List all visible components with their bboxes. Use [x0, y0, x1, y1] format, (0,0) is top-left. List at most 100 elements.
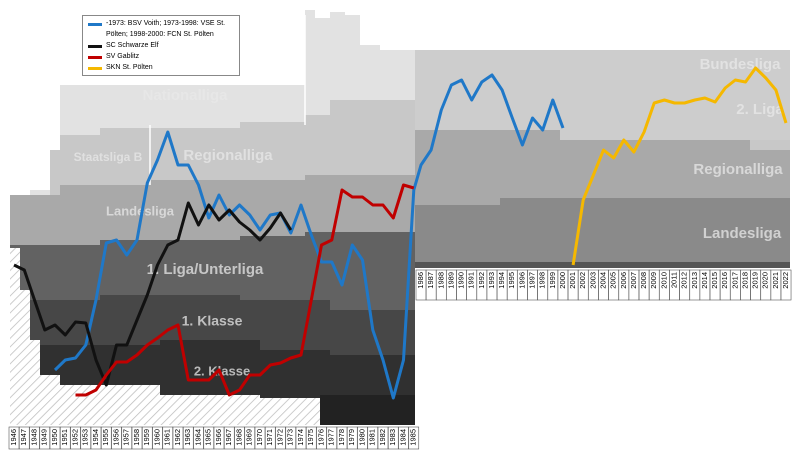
x-tick-label: 2013	[690, 272, 699, 289]
x-tick-label: 1990	[457, 272, 466, 289]
x-tick-label: 2022	[781, 272, 790, 289]
x-tick-label: 1988	[436, 272, 445, 289]
x-tick-label: 1994	[497, 272, 506, 289]
x-tick-label: 1955	[101, 429, 110, 446]
x-tick-label: 2004	[599, 272, 608, 289]
series-line	[53, 73, 565, 400]
series-line	[571, 66, 788, 266]
x-tick-label: 1951	[60, 429, 69, 446]
x-tick-label: 2002	[578, 272, 587, 289]
x-tick-label: 2008	[639, 272, 648, 289]
x-tick-label: 1993	[487, 272, 496, 289]
x-tick-label: 1970	[255, 429, 264, 446]
x-tick-label: 1998	[538, 272, 547, 289]
x-tick-label: 1971	[265, 429, 274, 446]
x-tick-label: 2007	[629, 272, 638, 289]
legend-swatch	[88, 23, 102, 26]
x-tick-label: 2011	[669, 272, 678, 288]
x-tick-label: 1989	[446, 272, 455, 289]
x-tick-label: 1984	[398, 429, 407, 446]
x-tick-label: 1975	[306, 429, 315, 446]
x-tick-label: 2012	[680, 272, 689, 289]
band-label: Regionalliga	[183, 147, 273, 164]
x-tick-label: 1953	[81, 429, 90, 446]
x-tick-label: 1982	[378, 429, 387, 446]
x-tick-label: 1950	[50, 429, 59, 446]
x-tick-label: 2018	[740, 272, 749, 289]
x-tick-label: 2010	[659, 272, 668, 289]
series-line	[75, 183, 415, 397]
band-label: 2. Liga	[736, 101, 784, 118]
x-tick-label: 2014	[700, 272, 709, 289]
x-tick-label: 1991	[467, 272, 476, 289]
legend: -1973: BSV Voith; 1973-1998: VSE St. Pöl…	[82, 15, 240, 76]
x-tick-label: 1997	[528, 272, 537, 289]
legend-label: SKN St. Pölten	[106, 64, 153, 71]
x-tick-label: 2021	[771, 272, 780, 289]
x-tick-label: 1960	[152, 429, 161, 446]
x-tick-label: 1946	[9, 429, 18, 446]
x-tick-label: 2017	[730, 272, 739, 289]
x-tick-label: 2009	[649, 272, 658, 289]
x-tick-label: 1947	[19, 429, 28, 446]
x-tick-label: 1954	[91, 429, 100, 446]
x-tick-label: 1995	[507, 272, 516, 289]
legend-entry: -1973: BSV Voith; 1973-1998: VSE St. Pöl…	[86, 18, 236, 40]
x-tick-label: 1983	[388, 429, 397, 446]
legend-entry: SV Gablitz	[86, 51, 236, 62]
x-tick-label: 1961	[163, 429, 172, 446]
legend-entry: SKN St. Pölten	[86, 62, 236, 73]
x-tick-label: 1957	[122, 429, 131, 446]
x-tick-label: 1964	[193, 429, 202, 446]
x-tick-label: 2019	[751, 272, 760, 289]
x-tick-label: 1978	[337, 429, 346, 446]
x-tick-label: 1996	[517, 272, 526, 289]
x-tick-label: 2000	[558, 272, 567, 289]
x-tick-label: 2005	[609, 272, 618, 289]
x-label-box	[408, 426, 420, 450]
legend-swatch	[88, 45, 102, 48]
band-label: Nationalliga	[142, 87, 228, 104]
x-tick-label: 1981	[368, 429, 377, 446]
x-tick-label: 1980	[357, 429, 366, 446]
band-label: Regionalliga	[693, 161, 783, 178]
x-tick-label: 1987	[426, 272, 435, 289]
x-label-box	[780, 269, 792, 301]
legend-swatch	[88, 56, 102, 59]
x-tick-label: 1972	[275, 429, 284, 446]
x-tick-label: 2003	[588, 272, 597, 289]
x-tick-label: 1948	[29, 429, 38, 446]
x-tick-label: 1963	[183, 429, 192, 446]
x-tick-label: 1977	[327, 429, 336, 446]
x-tick-label: 1962	[173, 429, 182, 446]
legend-swatch	[88, 67, 102, 70]
band-label: Landesliga	[703, 225, 782, 242]
x-tick-label: 1958	[132, 429, 141, 446]
x-tick-label: 2016	[720, 272, 729, 289]
x-tick-label: 1965	[204, 429, 213, 446]
x-tick-label: 2020	[761, 272, 770, 289]
legend-label: SC Schwarze Elf	[106, 42, 159, 49]
legend-entry: SC Schwarze Elf	[86, 40, 236, 51]
x-tick-label: 1979	[347, 429, 356, 446]
x-tick-label: 2001	[568, 272, 577, 289]
legend-label: SV Gablitz	[106, 53, 140, 60]
x-tick-label: 1956	[111, 429, 120, 446]
x-tick-label: 1986	[416, 272, 425, 289]
band-label: 2. Klasse	[194, 363, 250, 378]
x-tick-label: 1969	[245, 429, 254, 446]
x-tick-label: 1959	[142, 429, 151, 446]
x-tick-label: 1967	[224, 429, 233, 446]
band-label: Landesliga	[106, 203, 175, 218]
x-tick-label: 1992	[477, 272, 486, 289]
x-tick-label: 2015	[710, 272, 719, 289]
x-tick-label: 1973	[286, 429, 295, 446]
band-label: Bundesliga	[700, 56, 782, 73]
x-tick-label: 1985	[409, 429, 418, 446]
x-tick-label: 2006	[619, 272, 628, 289]
x-tick-label: 1952	[70, 429, 79, 446]
x-tick-label: 1968	[234, 429, 243, 446]
band-label: 1. Liga/Unterliga	[147, 261, 264, 278]
band-label: 1. Klasse	[182, 313, 243, 329]
x-tick-label: 1966	[214, 429, 223, 446]
